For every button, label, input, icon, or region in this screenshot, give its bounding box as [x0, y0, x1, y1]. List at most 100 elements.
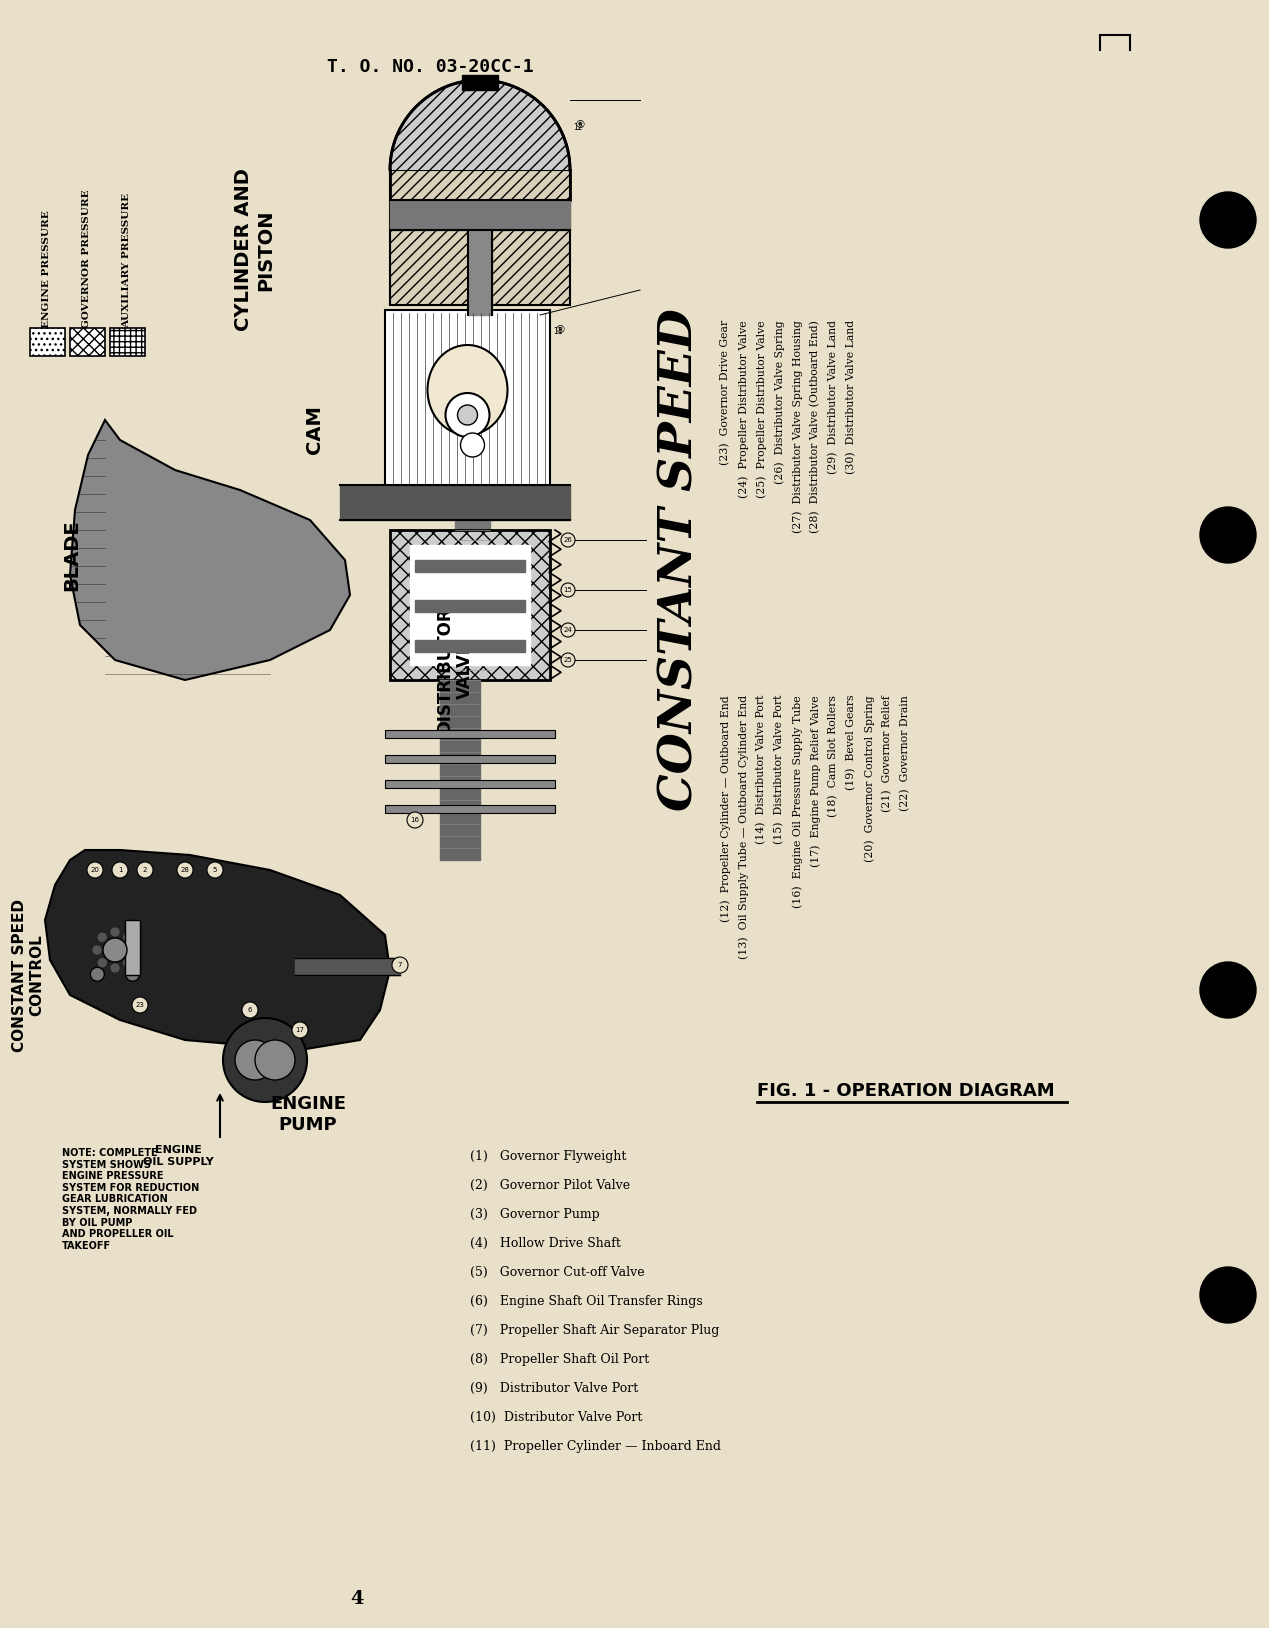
Polygon shape [468, 230, 492, 314]
Text: 26: 26 [563, 537, 572, 544]
Text: 25: 25 [563, 658, 572, 663]
Text: (2)   Governor Pilot Valve: (2) Governor Pilot Valve [470, 1179, 631, 1192]
Text: 11: 11 [553, 327, 562, 335]
Text: (22)  Governor Drain: (22) Governor Drain [900, 695, 910, 811]
Circle shape [445, 392, 490, 436]
Polygon shape [485, 490, 490, 501]
Circle shape [103, 938, 127, 962]
Polygon shape [410, 545, 530, 664]
Text: GOVERNOR PRESSURE: GOVERNOR PRESSURE [82, 189, 91, 327]
Circle shape [207, 861, 223, 877]
Bar [110, 327, 145, 357]
Text: (25)  Propeller Distributor Valve: (25) Propeller Distributor Valve [756, 321, 766, 498]
Circle shape [90, 967, 104, 982]
Bar [385, 309, 549, 490]
Circle shape [458, 405, 477, 425]
Circle shape [255, 1040, 294, 1079]
Bar [385, 804, 555, 812]
Polygon shape [456, 490, 459, 501]
Text: ENGINE
PUMP: ENGINE PUMP [270, 1096, 346, 1133]
Circle shape [1200, 1267, 1256, 1324]
Text: (5)   Governor Cut-off Valve: (5) Governor Cut-off Valve [470, 1267, 645, 1280]
Polygon shape [525, 490, 530, 501]
Text: CONSTANT SPEED: CONSTANT SPEED [657, 309, 703, 811]
Text: (6)   Engine Shaft Oil Transfer Rings: (6) Engine Shaft Oil Transfer Rings [470, 1294, 703, 1307]
Text: (13)  Oil Supply Tube — Outboard Cylinder End: (13) Oil Supply Tube — Outboard Cylinder… [739, 695, 749, 959]
Polygon shape [515, 490, 520, 501]
Text: 23: 23 [136, 1001, 145, 1008]
Text: 4: 4 [350, 1591, 364, 1608]
Text: (20)  Governor Control Spring: (20) Governor Control Spring [864, 695, 874, 861]
Text: (1)   Governor Flyweight: (1) Governor Flyweight [470, 1149, 627, 1162]
Polygon shape [415, 490, 420, 501]
Text: 1: 1 [118, 868, 122, 873]
Text: (26)  Distributor Valve Spring: (26) Distributor Valve Spring [774, 321, 784, 484]
Polygon shape [456, 519, 490, 681]
Bar [390, 169, 570, 304]
Polygon shape [495, 490, 500, 501]
Text: 24: 24 [563, 627, 572, 633]
Text: (24)  Propeller Distributor Valve: (24) Propeller Distributor Valve [739, 321, 749, 498]
Text: FIG. 1 - OPERATION DIAGRAM: FIG. 1 - OPERATION DIAGRAM [758, 1083, 1055, 1101]
Text: ENGINE
OIL SUPPLY: ENGINE OIL SUPPLY [142, 1144, 213, 1167]
Text: 15: 15 [563, 588, 572, 593]
Text: (4)   Hollow Drive Shaft: (4) Hollow Drive Shaft [470, 1237, 621, 1250]
Text: DISTRIBUTOR
VALVE: DISTRIBUTOR VALVE [435, 607, 475, 733]
Polygon shape [475, 490, 480, 501]
Circle shape [88, 861, 103, 877]
Bar [30, 327, 65, 357]
Text: ENGINE PRESSURE: ENGINE PRESSURE [42, 210, 52, 327]
Text: (28)  Distributor Valve (Outboard End): (28) Distributor Valve (Outboard End) [810, 321, 820, 532]
Polygon shape [505, 490, 510, 501]
Circle shape [561, 624, 575, 637]
Text: 2: 2 [143, 868, 147, 873]
Circle shape [242, 1001, 258, 1018]
Text: (21)  Governor Relief: (21) Governor Relief [882, 695, 892, 812]
Circle shape [98, 933, 107, 941]
Text: 17: 17 [296, 1027, 305, 1034]
Text: (12)  Propeller Cylinder — Outboard End: (12) Propeller Cylinder — Outboard End [720, 695, 731, 921]
Polygon shape [340, 485, 570, 519]
Polygon shape [435, 490, 440, 501]
Polygon shape [415, 640, 525, 651]
Text: CAM: CAM [306, 405, 325, 454]
Text: (30)  Distributor Valve Land: (30) Distributor Valve Land [846, 321, 857, 474]
Polygon shape [462, 75, 497, 90]
Polygon shape [415, 601, 525, 612]
Polygon shape [405, 490, 410, 501]
Text: 5: 5 [213, 868, 217, 873]
Circle shape [1200, 962, 1256, 1018]
Text: (9)   Distributor Valve Port: (9) Distributor Valve Port [470, 1382, 638, 1395]
Text: (16)  Engine Oil Pressure Supply Tube: (16) Engine Oil Pressure Supply Tube [792, 695, 802, 908]
Text: (23)  Governor Drive Gear: (23) Governor Drive Gear [720, 321, 731, 466]
Text: NOTE: COMPLETE
SYSTEM SHOWS
ENGINE PRESSURE
SYSTEM FOR REDUCTION
GEAR LUBRICATIO: NOTE: COMPLETE SYSTEM SHOWS ENGINE PRESS… [62, 1148, 199, 1250]
Circle shape [98, 959, 107, 967]
Text: (19)  Bevel Gears: (19) Bevel Gears [846, 695, 857, 791]
Circle shape [124, 959, 132, 967]
Circle shape [110, 964, 119, 972]
Circle shape [176, 861, 193, 877]
Ellipse shape [428, 345, 508, 435]
Text: T. O. NO. 03-20CC-1: T. O. NO. 03-20CC-1 [326, 59, 533, 77]
Polygon shape [415, 560, 525, 571]
Polygon shape [464, 490, 470, 501]
Polygon shape [445, 490, 450, 501]
Text: (27)  Distributor Valve Spring Housing: (27) Distributor Valve Spring Housing [792, 321, 802, 532]
Circle shape [235, 1040, 275, 1079]
Polygon shape [425, 490, 430, 501]
Text: (17)  Engine Pump Relief Valve: (17) Engine Pump Relief Valve [810, 695, 821, 866]
Text: BLADE: BLADE [62, 519, 81, 591]
Text: ®: ® [575, 120, 586, 130]
Text: 16: 16 [410, 817, 420, 824]
Polygon shape [390, 80, 570, 169]
Text: 6: 6 [247, 1008, 253, 1013]
Circle shape [392, 957, 409, 974]
Text: (7)   Propeller Shaft Air Separator Plug: (7) Propeller Shaft Air Separator Plug [470, 1324, 720, 1337]
Polygon shape [70, 420, 350, 681]
Circle shape [112, 861, 128, 877]
Text: (8)   Propeller Shaft Oil Port: (8) Propeller Shaft Oil Port [470, 1353, 650, 1366]
Polygon shape [44, 850, 390, 1050]
Circle shape [126, 967, 140, 982]
Circle shape [223, 1018, 307, 1102]
Text: CYLINDER AND
PISTON: CYLINDER AND PISTON [235, 169, 275, 332]
